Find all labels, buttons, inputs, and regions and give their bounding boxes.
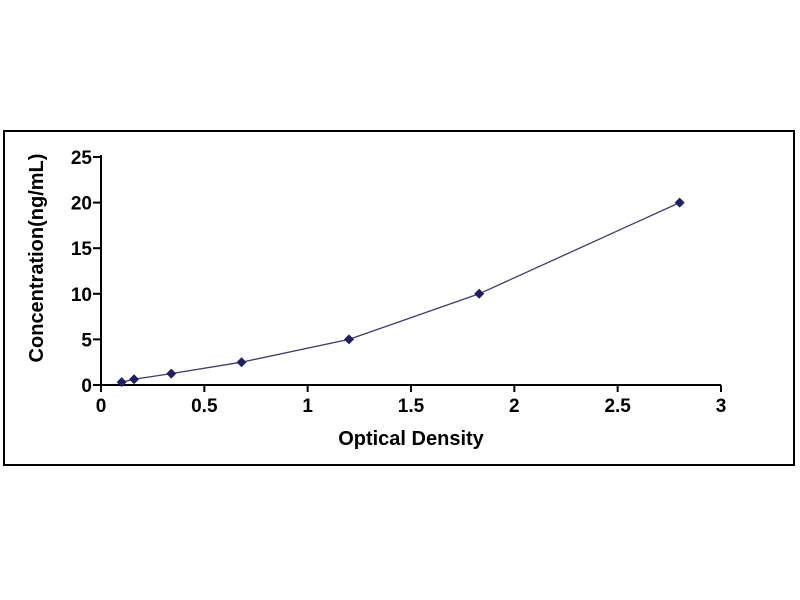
data-point-marker bbox=[166, 368, 177, 379]
y-axis-title: Concentration(ng/mL) bbox=[26, 154, 48, 363]
chart-frame bbox=[3, 130, 795, 466]
y-tick-label: 5 bbox=[81, 330, 92, 351]
axes: 0 0.5 1 1.5 2 2.5 3 0 5 10 15 20 25 bbox=[71, 148, 726, 417]
data-point-marker bbox=[674, 197, 685, 208]
data-point-marker bbox=[129, 374, 140, 385]
x-tick-label: 3 bbox=[716, 396, 727, 417]
data-series bbox=[116, 197, 685, 388]
x-tick-label: 0.5 bbox=[191, 396, 218, 417]
data-point-marker bbox=[236, 357, 247, 368]
x-tick-label: 2 bbox=[509, 396, 520, 417]
y-tick-label: 25 bbox=[71, 148, 93, 169]
data-point-marker bbox=[474, 288, 485, 299]
x-tick-label: 1.5 bbox=[398, 396, 425, 417]
series-line bbox=[121, 202, 680, 383]
y-tick-label: 20 bbox=[71, 194, 92, 215]
data-point-marker bbox=[344, 334, 354, 345]
data-point-marker bbox=[116, 377, 127, 388]
x-tick-label: 2.5 bbox=[604, 396, 631, 417]
y-tick-label: 15 bbox=[71, 239, 93, 260]
y-tick-label: 10 bbox=[71, 285, 92, 306]
x-tick-label: 0 bbox=[96, 396, 107, 417]
x-tick-label: 1 bbox=[302, 396, 313, 417]
x-axis-title: Optical Density bbox=[338, 428, 484, 450]
y-tick-label: 0 bbox=[81, 376, 92, 397]
